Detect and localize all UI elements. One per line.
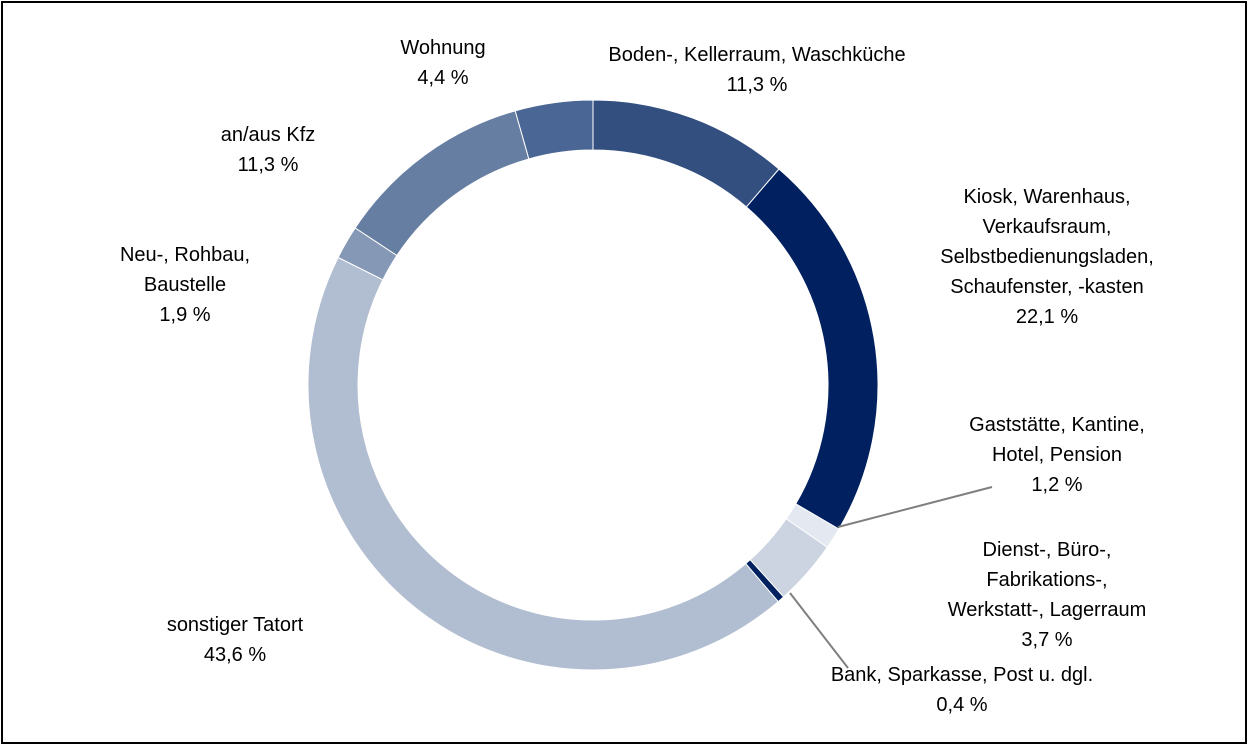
category-name: Dienst-, Büro-, Fabrikations-, Werkstatt… [947,539,1147,621]
value-label: 43,6 % [203,644,267,666]
value-label: 11,3 % [237,154,299,176]
category-name: Neu-, Rohbau, Baustelle [119,244,251,296]
segment-label: Dienst-, Büro-, Fabrikations-, Werkstatt… [947,535,1148,655]
donut-segment [592,99,780,208]
value-label: 22,1 % [1015,306,1079,328]
donut-segment [337,227,398,281]
value-label: 4,4 % [417,67,469,89]
segment-label: Boden-, Kellerraum, Waschküche 11,3 % [608,40,905,100]
leader-line [837,486,993,528]
donut-segment [745,168,879,530]
donut-segment [749,518,829,598]
donut-segment [785,503,840,548]
segment-label: sonstiger Tatort 43,6 % [167,610,303,670]
category-name: Boden-, Kellerraum, Waschküche [608,44,906,66]
segment-label: Neu-, Rohbau, Baustelle 1,9 % [120,240,250,330]
segment-label: Bank, Sparkasse, Post u. dgl. 0,4 % [831,660,1093,720]
category-name: Gaststätte, Kantine, Hotel, Pension [969,414,1145,466]
category-name: sonstiger Tatort [166,614,304,636]
value-label: 1,9 % [159,304,211,326]
donut-segment [514,99,594,160]
value-label: 0,4 % [936,694,988,716]
value-label: 1,2 % [1031,474,1083,496]
category-name: Kiosk, Warenhaus, Verkaufsraum, Selbstbe… [940,186,1154,298]
category-name: Wohnung [400,37,486,59]
segment-label: Kiosk, Warenhaus, Verkaufsraum, Selbstbe… [940,182,1154,332]
segment-label: Gaststätte, Kantine, Hotel, Pension 1,2 % [969,410,1145,500]
leader-line [789,592,849,669]
category-name: an/aus Kfz [220,124,316,146]
category-name: Bank, Sparkasse, Post u. dgl. [830,664,1094,686]
value-label: 3,7 % [1021,629,1073,651]
donut-segment [354,110,530,257]
segment-label: Wohnung 4,4 % [400,33,485,93]
segment-label: an/aus Kfz 11,3 % [221,120,316,180]
donut-segment [307,256,779,671]
value-label: 11,3 % [726,74,788,96]
